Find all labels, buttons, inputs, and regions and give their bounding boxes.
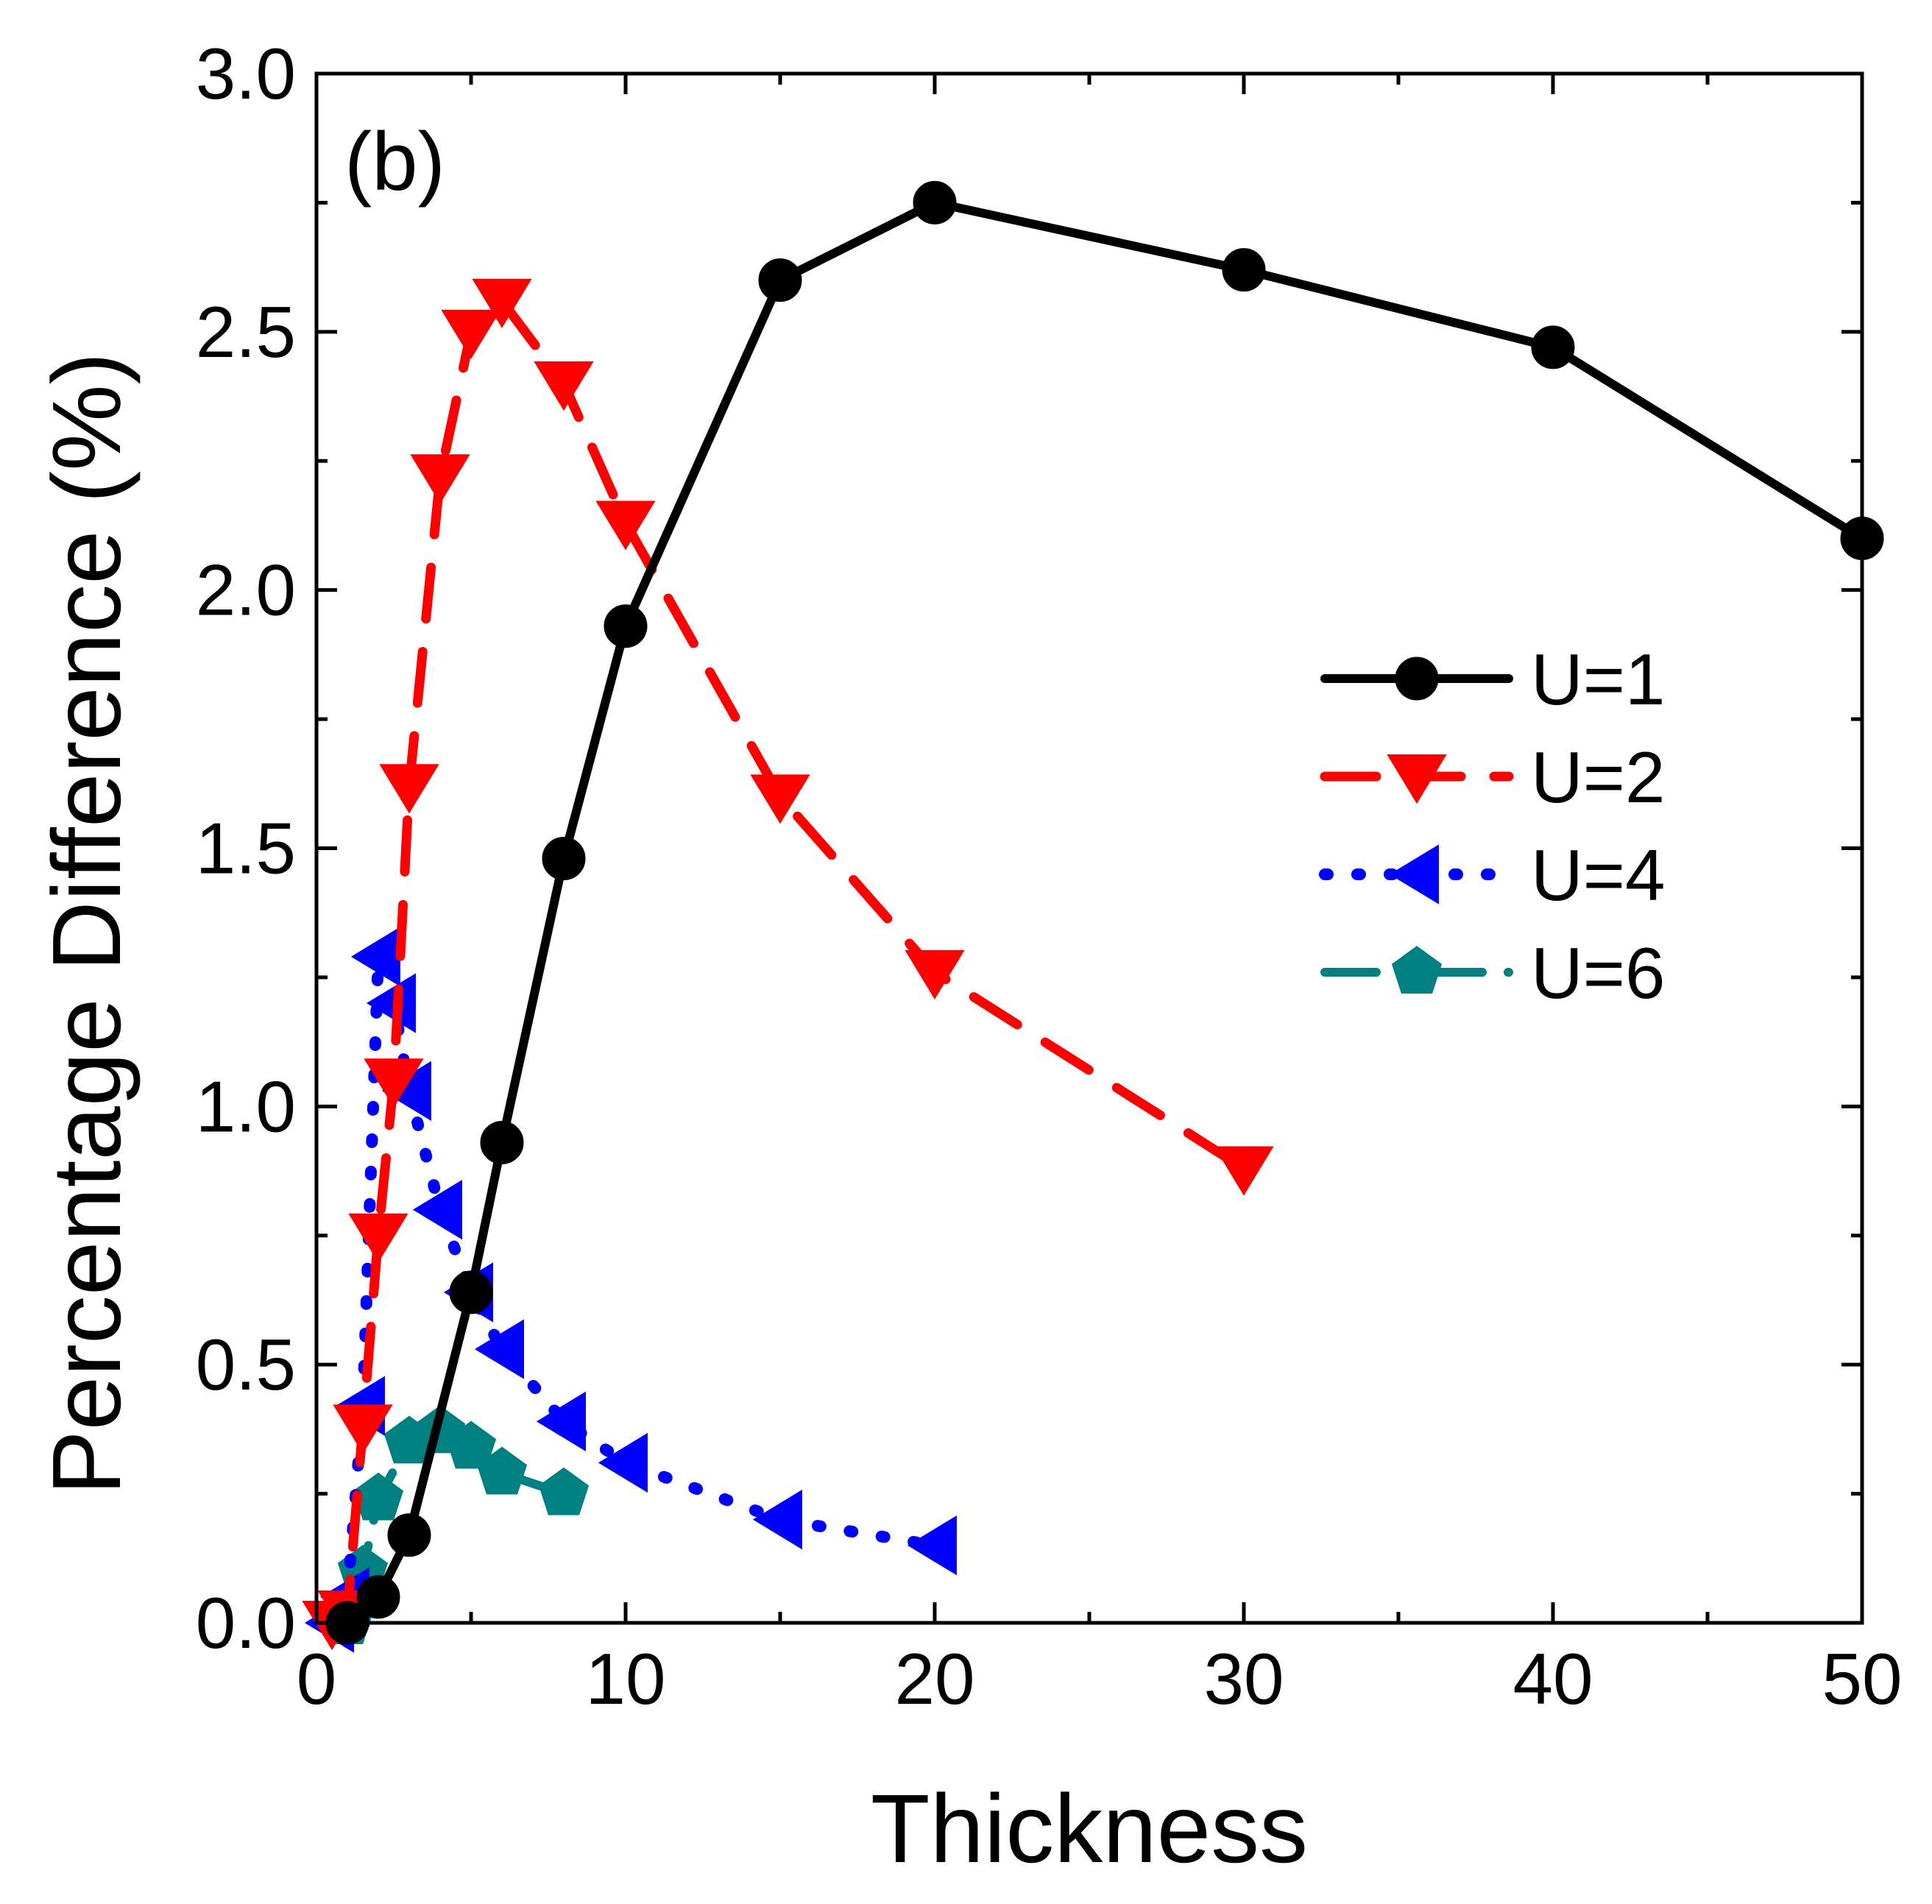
data-point <box>445 1420 497 1469</box>
legend-marker <box>1387 754 1447 804</box>
data-point <box>758 258 802 302</box>
legend-marker <box>1389 844 1439 905</box>
plot-series <box>302 180 1884 1653</box>
legend-label: U=1 <box>1531 639 1666 720</box>
y-tick-label: 1.0 <box>196 1066 296 1147</box>
data-point <box>542 837 586 881</box>
x-tick-label: 30 <box>1203 1638 1284 1719</box>
series-line <box>327 296 1249 1628</box>
legend-label: U=2 <box>1531 737 1666 818</box>
legend: U=1 U=2 U=4 U=6 <box>1319 639 1666 1013</box>
data-point <box>480 1120 524 1164</box>
y-tick-label: 2.0 <box>196 550 296 631</box>
y-axis-title: Percentage Difference (%) <box>32 353 141 1496</box>
series-U-2 <box>302 278 1274 1651</box>
data-point <box>534 361 594 411</box>
data-point <box>353 1472 404 1521</box>
data-point <box>412 1180 462 1240</box>
x-tick-label: 20 <box>894 1638 974 1719</box>
legend-label: U=4 <box>1531 835 1666 916</box>
y-tick-label: 3.0 <box>196 33 296 114</box>
data-point <box>441 309 501 359</box>
legend-label: U=6 <box>1531 932 1666 1013</box>
data-point <box>364 1058 424 1108</box>
data-point <box>379 764 439 814</box>
data-point <box>348 1213 408 1263</box>
series-U-1 <box>325 180 1884 1645</box>
data-point <box>913 180 957 224</box>
y-tick-label: 0.0 <box>196 1582 296 1663</box>
legend-item: U=6 <box>1320 932 1666 1013</box>
legend-item: U=1 <box>1320 639 1666 720</box>
data-point <box>1531 325 1575 369</box>
data-point <box>449 1270 493 1314</box>
data-point <box>905 949 965 999</box>
data-point <box>1222 248 1266 292</box>
data-point <box>604 604 648 648</box>
data-point <box>595 500 656 551</box>
legend-item: U=4 <box>1319 835 1666 916</box>
data-point <box>598 1432 648 1493</box>
data-point <box>476 1446 528 1495</box>
legend-item: U=2 <box>1320 737 1666 818</box>
y-tick-label: 0.5 <box>196 1324 296 1405</box>
data-point <box>356 1575 400 1619</box>
data-point <box>750 774 810 824</box>
data-point <box>538 1467 590 1515</box>
data-point <box>333 1404 393 1454</box>
legend-marker <box>1395 657 1439 701</box>
data-point <box>410 454 470 504</box>
data-point <box>472 278 532 328</box>
x-axis-title: Thickness <box>871 1774 1308 1883</box>
x-tick-label: 40 <box>1512 1638 1593 1719</box>
axis-tick-labels: 0 10 20 30 40 50 0.0 0.5 1.0 1.5 2.0 2.5 3.0 <box>196 33 1903 1719</box>
data-point <box>474 1319 524 1379</box>
panel-label: (b) <box>344 116 445 208</box>
data-point <box>387 1513 431 1557</box>
plot-frame <box>314 71 1864 1625</box>
legend-marker <box>1391 946 1443 994</box>
y-tick-label: 2.5 <box>196 291 296 372</box>
x-tick-label: 50 <box>1822 1638 1902 1719</box>
y-tick-label: 1.5 <box>196 808 296 889</box>
data-point <box>536 1391 586 1452</box>
x-tick-label: 0 <box>297 1638 337 1719</box>
data-point <box>752 1490 802 1550</box>
data-point <box>907 1515 957 1576</box>
data-point <box>1214 1146 1274 1196</box>
x-tick-label: 10 <box>585 1638 665 1719</box>
